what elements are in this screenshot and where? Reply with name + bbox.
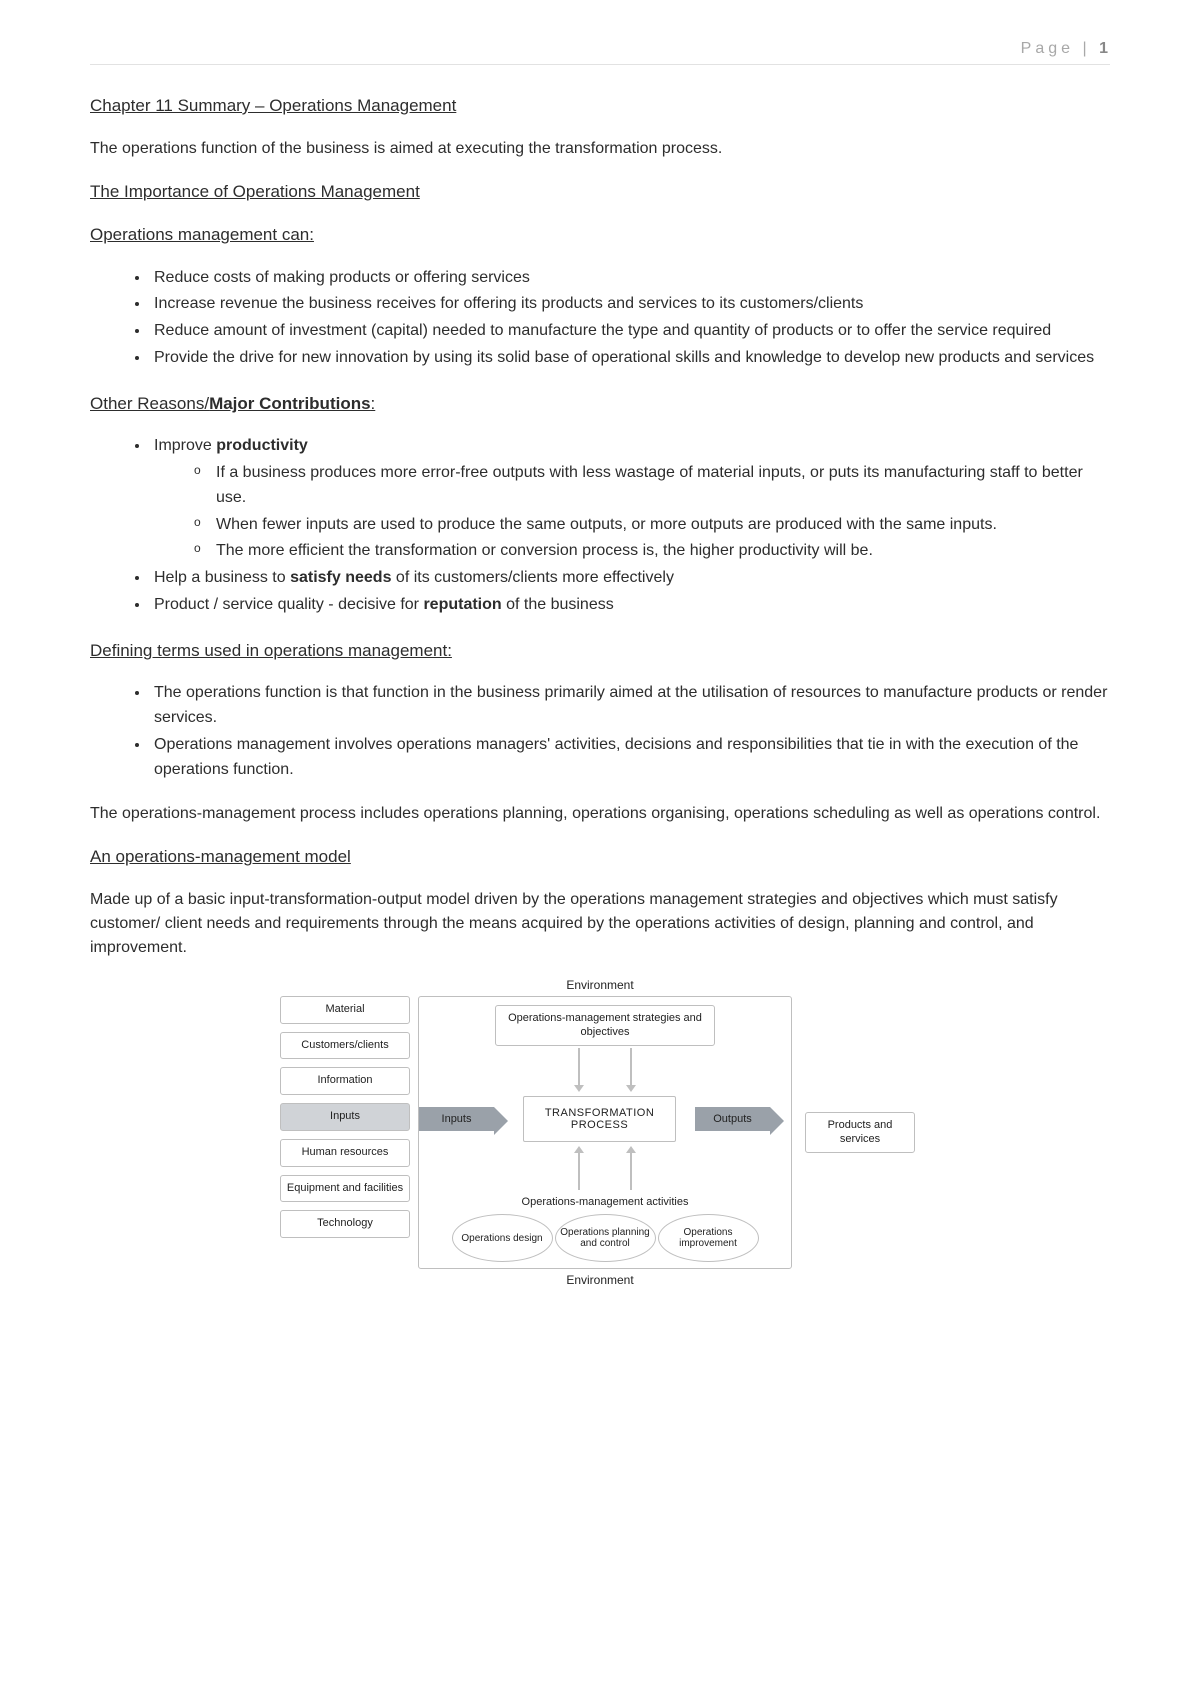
activity-oval: Operations design xyxy=(452,1214,553,1262)
activity-ovals: Operations design Operations planning an… xyxy=(419,1214,791,1262)
activity-oval: Operations planning and control xyxy=(555,1214,656,1262)
contributions-list: Improve productivity If a business produ… xyxy=(90,434,1110,618)
list-item: Operations management involves operation… xyxy=(150,733,1110,783)
item-bold: reputation xyxy=(423,596,501,613)
item-bold: satisfy needs xyxy=(290,569,391,586)
item-text: of the business xyxy=(502,596,614,613)
defining-heading: Defining terms used in operations manage… xyxy=(90,638,1110,664)
input-box: Technology xyxy=(280,1210,410,1238)
model-heading: An operations-management model xyxy=(90,844,1110,870)
intro-text: The operations function of the business … xyxy=(90,137,1110,161)
input-box: Customers/clients xyxy=(280,1032,410,1060)
diagram-body: Material Customers/clients Information I… xyxy=(280,996,920,1270)
outputs-column: Products and services xyxy=(800,996,920,1270)
list-item: Increase revenue the business receives f… xyxy=(150,292,1110,317)
chapter-title: Chapter 11 Summary – Operations Manageme… xyxy=(90,93,1110,119)
page-label: Page | xyxy=(1021,40,1099,57)
strategies-box: Operations-management strategies and obj… xyxy=(495,1005,715,1047)
page-header: Page | 1 xyxy=(90,40,1110,65)
importance-heading: The Importance of Operations Management xyxy=(90,179,1110,205)
input-box: Information xyxy=(280,1067,410,1095)
env-top-label: Environment xyxy=(280,978,920,992)
item-bold: productivity xyxy=(216,437,308,454)
arrow-down-icon xyxy=(630,1048,632,1086)
list-item: Help a business to satisfy needs of its … xyxy=(150,566,1110,591)
inputs-column: Material Customers/clients Information I… xyxy=(280,996,410,1270)
item-text: Improve xyxy=(154,437,216,454)
list-item: Improve productivity If a business produ… xyxy=(150,434,1110,564)
item-text: Product / service quality - decisive for xyxy=(154,596,423,613)
inputs-arrow-badge: Inputs xyxy=(419,1107,494,1131)
transformation-column: Operations-management strategies and obj… xyxy=(418,996,792,1270)
products-services-box: Products and services xyxy=(805,1112,915,1154)
input-box: Equipment and facilities xyxy=(280,1175,410,1203)
outputs-arrow-badge: Outputs xyxy=(695,1107,770,1131)
activities-label: Operations-management activities xyxy=(419,1196,791,1208)
arrow-up-icon xyxy=(630,1152,632,1190)
operations-model-diagram: Environment Material Customers/clients I… xyxy=(280,978,920,1288)
inputs-highlight-box: Inputs xyxy=(280,1103,410,1131)
sub-item: The more efficient the transformation or… xyxy=(194,539,1110,564)
transformation-process-box: TRANSFORMATION PROCESS xyxy=(523,1096,676,1142)
other-reasons-heading: Other Reasons/Major Contributions: xyxy=(90,391,1110,417)
arrow-down-icon xyxy=(578,1048,580,1086)
down-arrows xyxy=(419,1046,791,1088)
ops-can-list: Reduce costs of making products or offer… xyxy=(90,266,1110,371)
sub-item: If a business produces more error-free o… xyxy=(194,461,1110,511)
list-item: Reduce amount of investment (capital) ne… xyxy=(150,319,1110,344)
list-item: Product / service quality - decisive for… xyxy=(150,593,1110,618)
list-item: Provide the drive for new innovation by … xyxy=(150,346,1110,371)
input-box: Material xyxy=(280,996,410,1024)
env-bottom-label: Environment xyxy=(280,1273,920,1287)
arrow-up-icon xyxy=(578,1152,580,1190)
document-page: Page | 1 Chapter 11 Summary – Operations… xyxy=(0,0,1200,1697)
activity-oval: Operations improvement xyxy=(658,1214,759,1262)
defining-list: The operations function is that function… xyxy=(90,681,1110,782)
sub-list: If a business produces more error-free o… xyxy=(154,461,1110,564)
list-item: The operations function is that function… xyxy=(150,681,1110,731)
model-text: Made up of a basic input-transformation-… xyxy=(90,888,1110,960)
list-item: Reduce costs of making products or offer… xyxy=(150,266,1110,291)
item-text: of its customers/clients more effectivel… xyxy=(391,569,673,586)
heading-text: Other Reasons/ xyxy=(90,394,209,413)
heading-text: : xyxy=(371,394,376,413)
heading-bold: Major Contributions xyxy=(209,394,370,413)
input-box: Human resources xyxy=(280,1139,410,1167)
sub-item: When fewer inputs are used to produce th… xyxy=(194,513,1110,538)
process-text: The operations-management process includ… xyxy=(90,802,1110,826)
item-text: Help a business to xyxy=(154,569,290,586)
ops-can-heading: Operations management can: xyxy=(90,222,1110,248)
up-arrows xyxy=(419,1150,791,1192)
page-number: 1 xyxy=(1099,40,1110,57)
transform-row: Inputs TRANSFORMATION PROCESS Outputs xyxy=(419,1096,791,1142)
